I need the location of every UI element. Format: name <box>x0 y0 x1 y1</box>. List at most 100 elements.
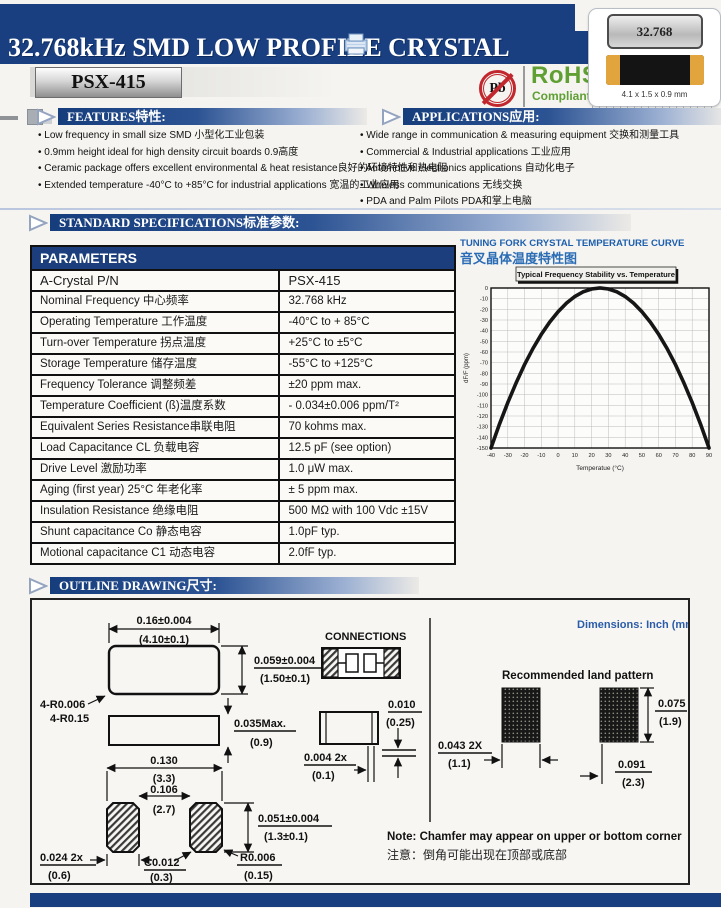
value-cell: +25°C to ±5°C <box>278 332 456 355</box>
dim-pad-width-in: 0.024 2x <box>40 852 84 864</box>
dim-land-width-mm: (1.1) <box>448 758 471 770</box>
dim-chamfer-in: C0.012 <box>144 857 179 869</box>
table-row: Operating Temperature 工作温度 -40°C to + 85°… <box>29 311 456 334</box>
dim-land-height-in: 0.075 <box>658 698 686 710</box>
dim-land-pitch-mm: (2.3) <box>622 777 645 789</box>
value-cell: 500 MΩ with 100 Vdc ±15V <box>278 500 456 523</box>
svg-text:0: 0 <box>485 286 488 292</box>
pb-circle <box>479 70 516 107</box>
outline-drawing: 0.16±0.004 (4.10±0.1) 0.059±0.004 (1.50±… <box>40 615 699 884</box>
dim-pad-height-in: 0.051±0.004 <box>258 813 320 825</box>
dim-end-pad-in: 0.010 <box>388 699 416 711</box>
param-cell: Operating Temperature 工作温度 <box>29 311 281 334</box>
table-row: Aging (first year) 25°C 年老化率 ± 5 ppm max. <box>29 479 456 502</box>
chart-inner-title: Typical Frequency Stability vs. Temperat… <box>517 270 675 279</box>
dim-land-width-in: 0.043 2X <box>438 740 483 752</box>
dim-pad-width-mm: (0.6) <box>48 870 71 882</box>
param-cell: Load Capacitance CL 负载电容 <box>29 437 281 460</box>
svg-text:-90: -90 <box>480 382 488 388</box>
dim-chamfer-mm: (0.3) <box>150 872 173 883</box>
dim-end-gap-in: 0.004 2x <box>304 752 348 764</box>
value-cell: PSX-415 <box>278 269 456 292</box>
feature-item: Extended temperature -40°C to +85°C for … <box>38 178 399 195</box>
features-list: Low frequency in small size SMD 小型化工业包装 … <box>38 128 447 195</box>
dim-body-width-mm: (4.10±0.1) <box>139 634 189 646</box>
table-row: Load Capacitance CL 负载电容 12.5 pF (see opt… <box>29 437 456 460</box>
connection-pad-right <box>383 648 400 678</box>
table-row: Frequency Tolerance 调整频差 ±20 ppm max. <box>29 374 456 397</box>
chamfer-note-en: Note: Chamfer may appear on upper or bot… <box>387 831 682 843</box>
outline-drawing-box: 0.16±0.004 (4.10±0.1) 0.059±0.004 (1.50±… <box>30 598 699 885</box>
table-row: Nominal Frequency 中心频率 32.768 kHz <box>29 290 456 313</box>
application-item: PDA and Palm Pilots PDA和掌上电脑 <box>360 194 718 211</box>
param-cell: Storage Temperature 储存温度 <box>29 353 281 376</box>
dim-end-pad-mm: (0.25) <box>386 717 415 729</box>
dim-land-pitch-in: 0.091 <box>618 759 646 771</box>
svg-text:-60: -60 <box>480 350 488 356</box>
pb-free-icon: Pb <box>479 70 516 107</box>
dim-pad-radius-mm: (0.15) <box>244 870 273 882</box>
crystal-terminal-left <box>605 55 620 85</box>
svg-text:-50: -50 <box>480 339 488 345</box>
value-cell: 1.0pF typ. <box>278 521 456 544</box>
param-cell: Aging (first year) 25°C 年老化率 <box>29 479 281 502</box>
svg-text:-110: -110 <box>477 403 488 409</box>
feature-item: Low frequency in small size SMD 小型化工业包装 <box>38 128 368 145</box>
specs-arrow-icon <box>29 214 48 232</box>
crystal-photo-top: 32.768 <box>606 14 703 49</box>
value-cell: -40°C to + 85°C <box>278 311 456 334</box>
crystal-photo-bottom <box>605 55 704 85</box>
rohs-compliant-label: Compliant <box>532 89 591 103</box>
features-header: FEATURES特性: <box>58 108 367 125</box>
value-cell: -55°C to +125°C <box>278 353 456 376</box>
dim-corner-radius-mm: 4-R0.15 <box>50 713 89 725</box>
table-row: A-Crystal P/N PSX-415 <box>29 269 456 292</box>
chamfer-note-cn: 注意：倒角可能出现在顶部或底部 <box>387 847 567 862</box>
dim-thickness-mm: (0.9) <box>250 737 273 749</box>
param-cell: Temperature Coefficient (ß)温度系数 <box>29 395 281 418</box>
table-row: Motional capacitance C1 动态电容 2.0fF typ. <box>29 542 456 565</box>
part-number-badge: PSX-415 <box>35 67 182 98</box>
connection-pad-left <box>322 648 339 678</box>
value-cell: ±20 ppm max. <box>278 374 456 397</box>
svg-text:20: 20 <box>588 453 594 459</box>
svg-text:50: 50 <box>639 453 645 459</box>
svg-text:-80: -80 <box>480 371 488 377</box>
application-item: Automotive electronics applications 自动化电… <box>360 161 718 178</box>
land-pattern-label: Recommended land pattern <box>502 670 653 682</box>
dim-pad-inner-in: 0.106 <box>150 784 178 796</box>
svg-text:30: 30 <box>605 453 611 459</box>
dim-pad-radius-in: R0.006 <box>240 852 275 864</box>
param-cell: Equivalent Series Resistance串联电阻 <box>29 416 281 439</box>
svg-text:-10: -10 <box>537 453 545 459</box>
svg-text:80: 80 <box>689 453 695 459</box>
svg-text:-100: -100 <box>477 393 488 399</box>
param-cell: A-Crystal P/N <box>29 269 281 292</box>
value-cell: 12.5 pF (see option) <box>278 437 456 460</box>
rohs-divider <box>523 66 525 107</box>
dim-end-gap-mm: (0.1) <box>312 770 335 782</box>
rohs-label: RoHS <box>531 62 599 89</box>
value-cell: ± 5 ppm max. <box>278 479 456 502</box>
footer-bar <box>30 893 721 907</box>
dim-thickness-in: 0.035Max. <box>234 718 286 730</box>
svg-text:40: 40 <box>622 453 628 459</box>
param-cell: Turn-over Temperature 拐点温度 <box>29 332 281 355</box>
svg-text:-120: -120 <box>477 414 488 420</box>
temperature-curve-chart: -40 -30 -20 -10 0 10 20 30 40 50 60 70 80 900-10-20-3… <box>464 266 712 472</box>
chart-x-axis-label: Temperatue (°C) <box>576 464 624 472</box>
spec-table: PARAMETERS A-Crystal P/N PSX-415 Nominal … <box>29 245 456 565</box>
chart-title-box-shadow <box>518 269 679 284</box>
dim-pad-outer-in: 0.130 <box>150 755 178 767</box>
svg-text:-40: -40 <box>487 453 495 459</box>
value-cell: 2.0fF typ. <box>278 542 456 565</box>
svg-text:60: 60 <box>656 453 662 459</box>
value-cell: 32.768 kHz <box>278 290 456 313</box>
dim-pad-inner-mm: (2.7) <box>153 804 176 816</box>
svg-text:-30: -30 <box>504 453 512 459</box>
printer-icon <box>344 33 368 55</box>
section-divider-rule <box>0 208 721 210</box>
margin-dash <box>0 116 18 120</box>
connections-label: CONNECTIONS <box>325 631 406 643</box>
